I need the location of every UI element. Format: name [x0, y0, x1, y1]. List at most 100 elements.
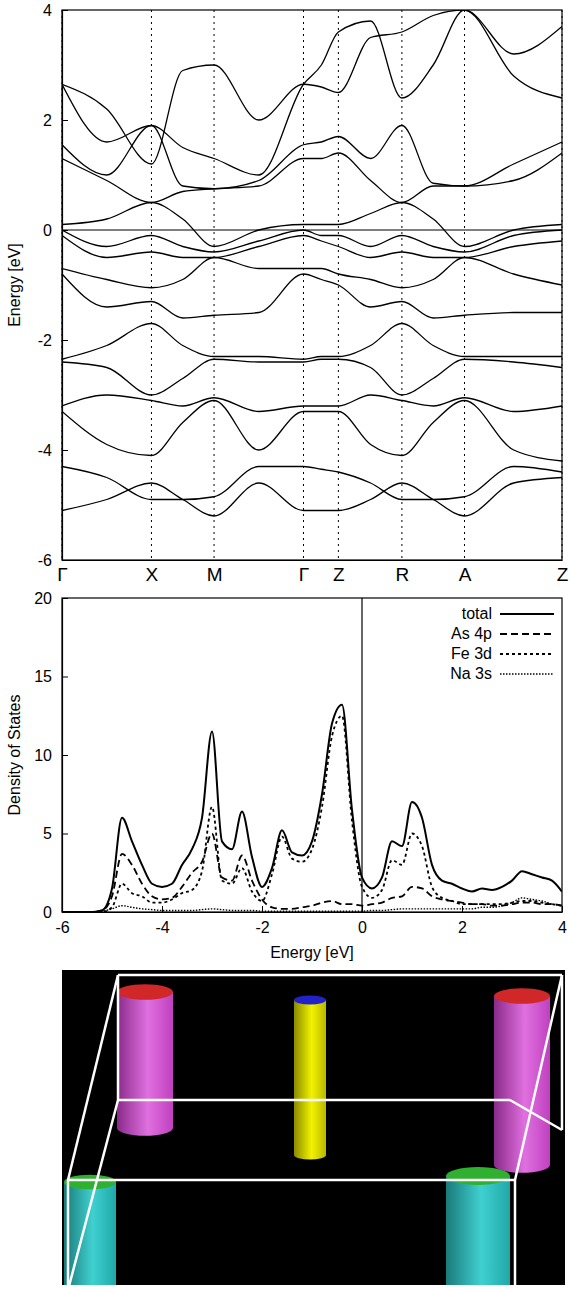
series-line — [62, 395, 562, 412]
fs-sheet-cap — [446, 1167, 510, 1185]
series-line — [62, 716, 562, 912]
legend-label: Na 3s — [450, 665, 492, 682]
grid — [62, 10, 562, 560]
fs-sheet-cap — [294, 996, 326, 1005]
fs-sheet — [117, 992, 173, 1136]
grid-line — [151, 10, 152, 560]
x-tick: 4 — [558, 906, 567, 936]
x-tick-label: 2 — [458, 919, 467, 936]
axis-line — [63, 560, 563, 561]
y-tick: 5 — [43, 825, 68, 842]
y-axis: 0 5 10 15 20 — [34, 590, 68, 921]
fs-sheet-cap — [117, 984, 173, 1000]
x-tick: R — [396, 560, 410, 585]
fermi-level — [62, 230, 562, 231]
y-tick: 0 — [43, 222, 68, 239]
x-tick-mark — [562, 906, 563, 912]
fs-box-edge — [67, 1180, 70, 1285]
plot-area — [62, 10, 562, 516]
x-tick: -4 — [155, 906, 169, 936]
y-tick-label: -4 — [38, 442, 52, 459]
fermi-surface — [62, 970, 565, 1289]
y-tick-mark — [62, 677, 68, 678]
grid-line — [464, 10, 465, 560]
series-line — [62, 834, 562, 913]
x-tick: M — [207, 560, 223, 585]
y-tick: -2 — [38, 332, 68, 349]
y-tick-mark — [62, 755, 68, 756]
series-line — [62, 324, 562, 360]
y-tick-mark — [62, 120, 68, 121]
y-tick-mark — [62, 230, 68, 231]
plot-frame — [62, 10, 562, 560]
y-tick-label: -2 — [38, 332, 52, 349]
x-tick-label: M — [207, 564, 223, 585]
y-axis-title: Density of States — [6, 695, 23, 816]
x-tick: Z — [333, 560, 345, 585]
x-tick-label: -2 — [255, 919, 269, 936]
y-tick: 20 — [34, 590, 68, 607]
fs-box-edge — [510, 1100, 562, 1130]
y-tick: -4 — [38, 442, 68, 459]
y-tick: 0 — [43, 904, 68, 921]
x-axis: -6 -4 -2 0 2 4 — [55, 906, 567, 936]
legend-swatch — [500, 653, 554, 655]
y-tick: -6 — [38, 552, 68, 569]
series-line — [62, 274, 562, 318]
series-line — [62, 401, 562, 462]
x-tick: Γ — [299, 560, 309, 585]
x-tick-label: Z — [333, 564, 345, 585]
series-line — [62, 467, 562, 500]
fs-box-edge — [515, 975, 562, 1180]
legend-label: total — [462, 605, 492, 622]
fs-box-edge — [68, 1100, 118, 1285]
y-tick-label: -6 — [38, 552, 52, 569]
x-axis: ΓXMΓZRAZ — [57, 560, 568, 585]
y-tick-label: 5 — [43, 825, 52, 842]
y-axis-title: Energy [eV] — [6, 243, 23, 327]
y-tick-label: 4 — [43, 2, 52, 19]
y-tick-mark — [62, 834, 68, 835]
plot-area — [62, 598, 562, 912]
series-line — [62, 898, 562, 912]
plot-frame — [62, 598, 562, 912]
x-tick: -2 — [255, 906, 269, 936]
x-tick: X — [146, 560, 159, 585]
legend-label: As 4p — [451, 625, 492, 642]
fs-box-edge — [117, 975, 120, 1100]
x-tick: Γ — [57, 560, 67, 585]
panel-1: -6 -4 -2 0 2 4 0 5 10 15 20 Density of States Energy… — [6, 590, 567, 961]
legend-swatch — [500, 673, 554, 674]
x-tick: 0 — [358, 906, 367, 936]
x-tick: A — [459, 560, 472, 585]
series-line — [62, 10, 562, 175]
x-tick-mark — [162, 906, 163, 912]
fs-sheet — [64, 1182, 116, 1285]
fs-sheet — [294, 1000, 326, 1159]
y-tick-mark — [62, 560, 68, 561]
series-line — [62, 126, 562, 189]
panel-0: ΓXMΓZRAZ-6-4-2024Energy [eV] — [6, 2, 569, 586]
series-line — [62, 10, 562, 164]
figure: ΓXMΓZRAZ-6-4-2024Energy [eV]-6-4-2024051… — [0, 0, 570, 1289]
y-tick-label: 15 — [34, 668, 52, 685]
y-tick-label: 10 — [34, 747, 52, 764]
x-tick-label: A — [459, 564, 472, 585]
series-line — [62, 203, 562, 247]
fs-sheet-cap — [494, 988, 550, 1004]
series-line — [62, 153, 562, 203]
grid-line — [401, 10, 402, 560]
series-line — [62, 359, 562, 395]
x-tick-label: Γ — [57, 564, 67, 585]
x-axis-title: Energy [eV] — [270, 944, 354, 961]
y-tick: 4 — [43, 2, 68, 19]
x-tick-label: -6 — [55, 919, 69, 936]
fs-box-edge — [68, 1179, 515, 1182]
x-tick-mark — [262, 906, 263, 912]
y-tick-label: 20 — [34, 590, 52, 607]
x-tick: Z — [557, 560, 569, 585]
x-tick: 2 — [458, 906, 467, 936]
legend-label: Fe 3d — [451, 645, 492, 662]
x-tick-mark — [462, 906, 463, 912]
x-tick-label: 4 — [558, 919, 567, 936]
